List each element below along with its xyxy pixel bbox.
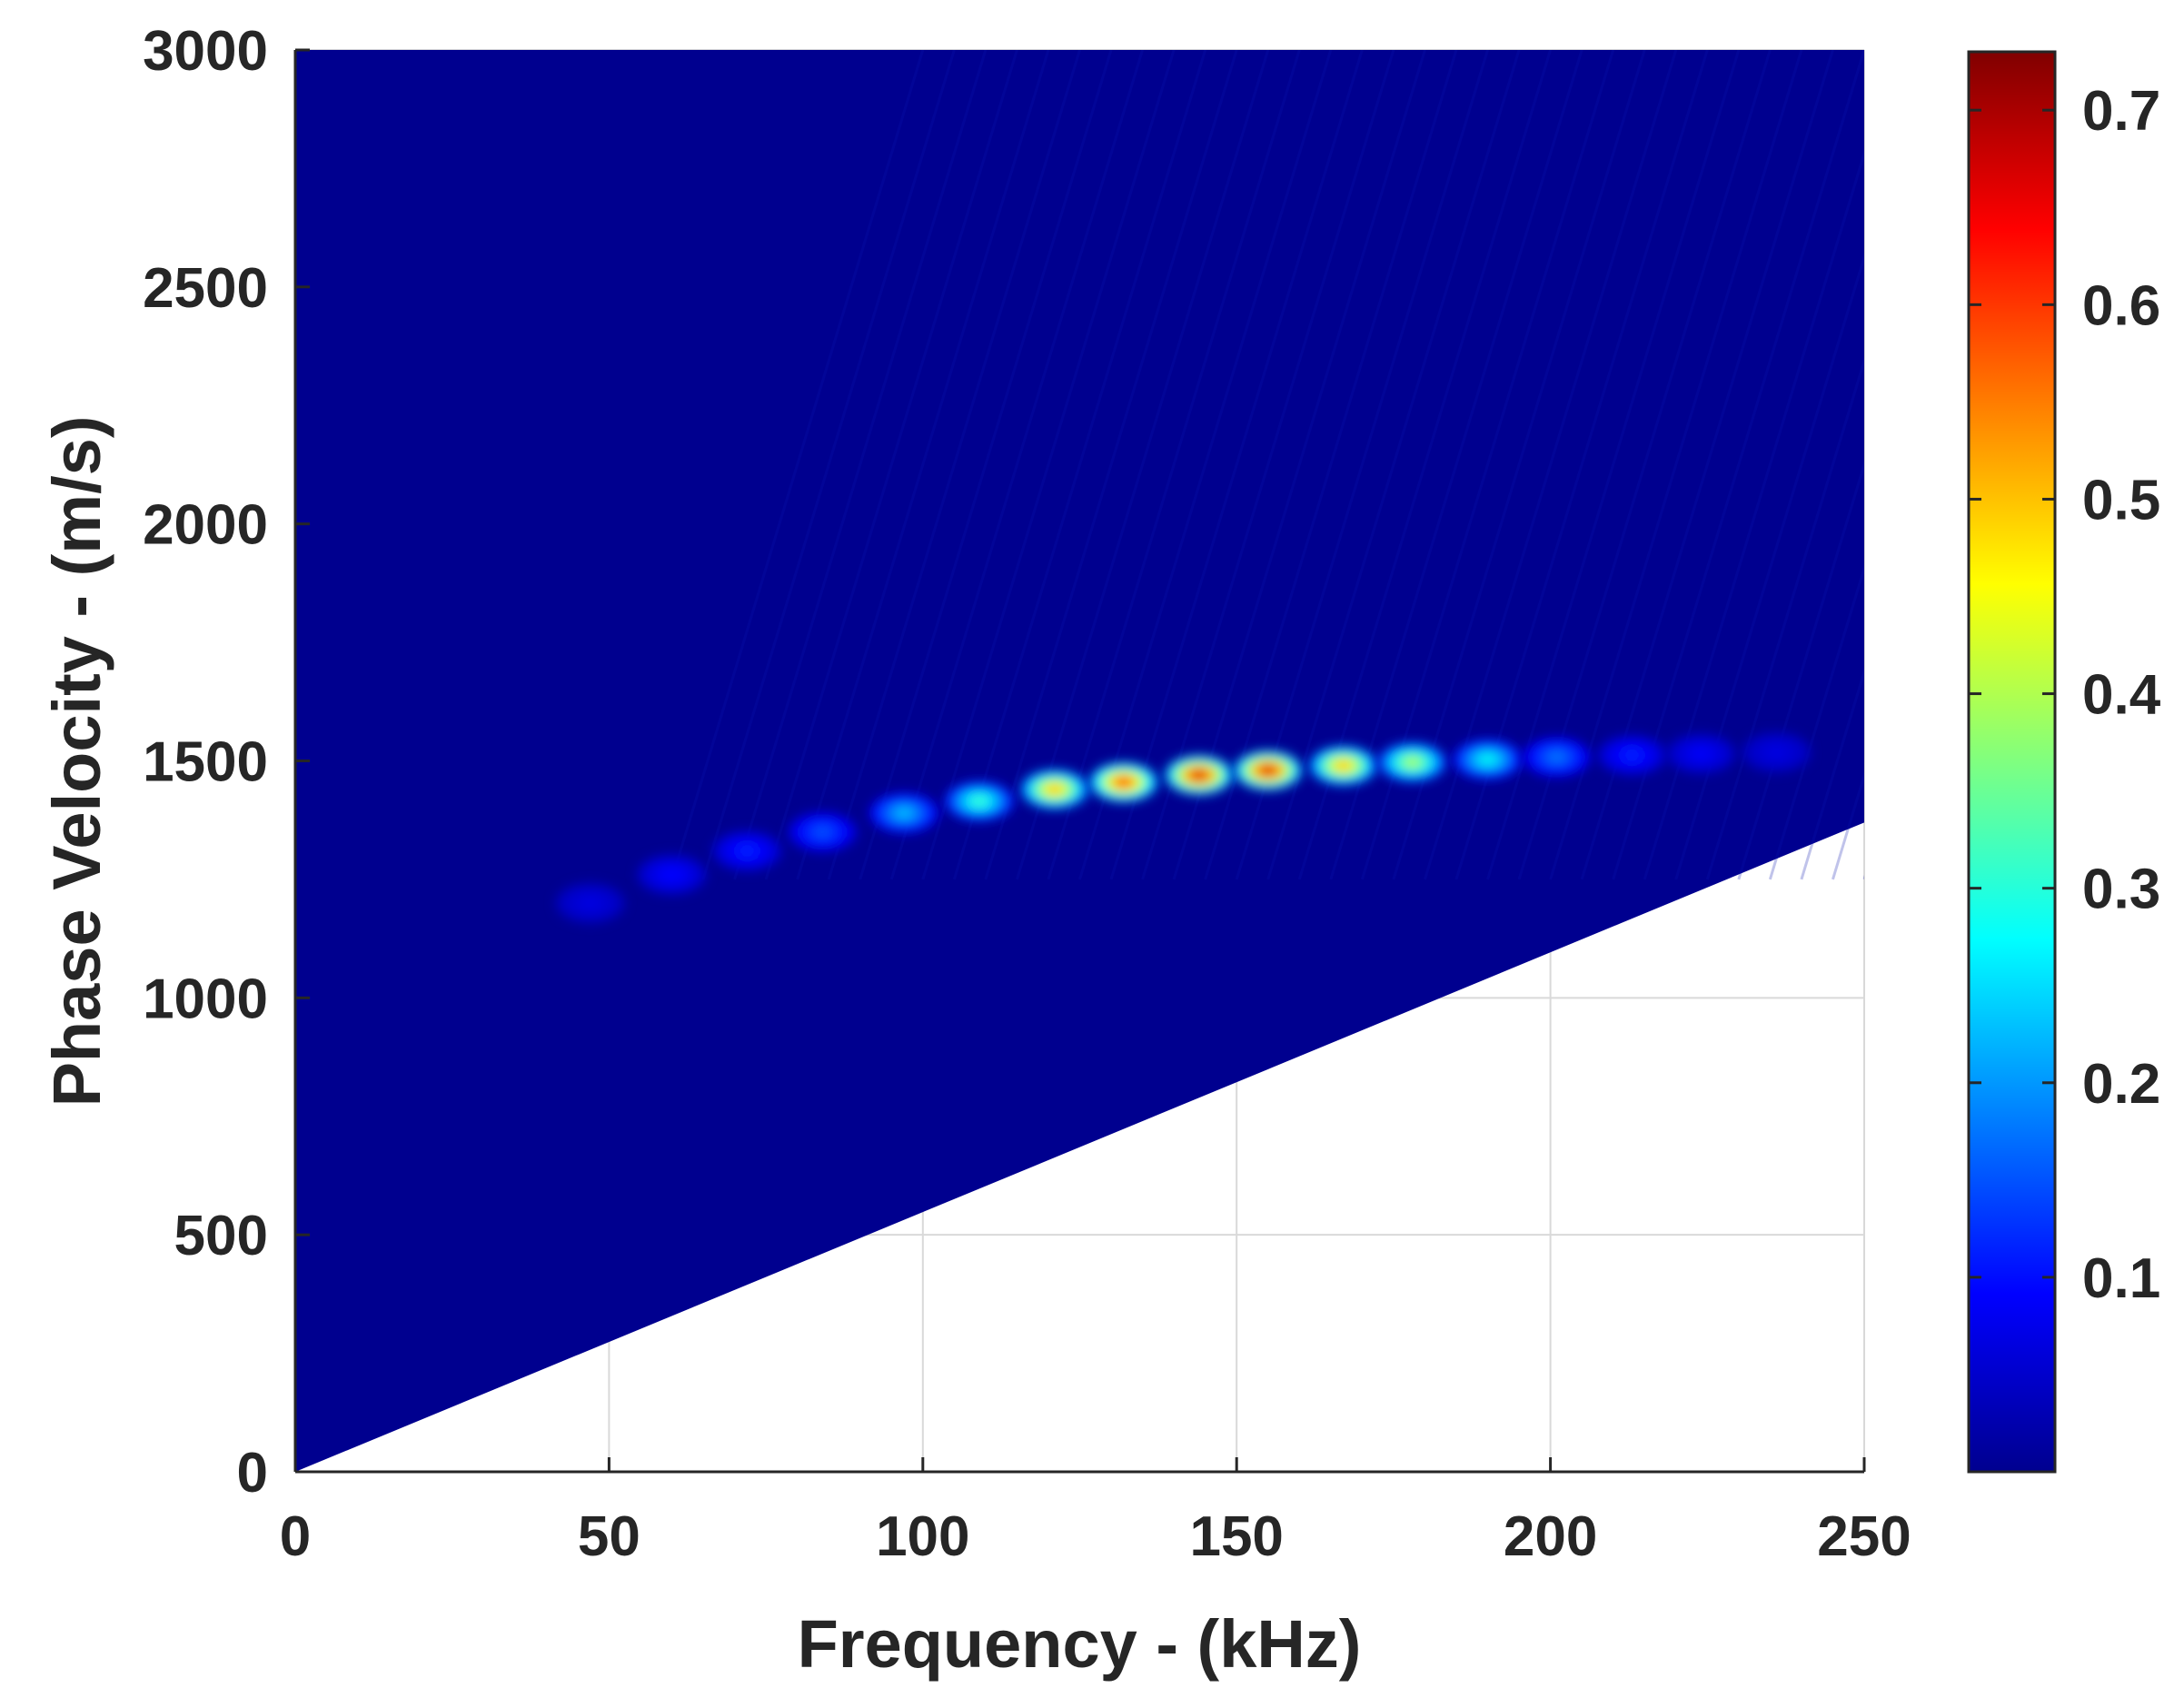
peak-contour: [1551, 753, 1563, 760]
peak-blob: [1453, 739, 1523, 780]
peak-contour: [741, 847, 753, 855]
streak-line: [827, 50, 1081, 880]
y-tick-label: 2500: [143, 257, 268, 320]
streak-line: [1204, 50, 1458, 880]
peak-contour: [1337, 762, 1349, 770]
streak-line: [1141, 50, 1395, 880]
colorbar-tick-label: 0.1: [2082, 1247, 2160, 1310]
peak-layer: [555, 732, 1812, 923]
streak-line: [1297, 50, 1553, 880]
streak-line: [1360, 50, 1615, 880]
streak-line: [1266, 50, 1521, 880]
heatmap-region: [295, 50, 1864, 1472]
colorbar-tick-label: 0.4: [2082, 664, 2161, 727]
peak-contour: [1482, 756, 1494, 763]
peak-contour: [584, 899, 597, 907]
peak-blob: [869, 792, 939, 833]
streak-line: [1768, 563, 1864, 880]
peak-contour: [898, 809, 910, 817]
peak-contour: [1695, 750, 1707, 758]
streak-line: [1549, 50, 1803, 880]
x-tick-label: 200: [1504, 1505, 1597, 1568]
streak-line: [733, 50, 988, 880]
streak-line: [921, 50, 1176, 880]
peak-contour: [1406, 759, 1418, 766]
y-tick-label: 3000: [143, 20, 268, 83]
streak-line: [1047, 50, 1301, 880]
peak-blob: [788, 811, 858, 852]
x-axis-ticks: 0 50 100 150 200 250: [280, 1457, 1911, 1568]
peak-contour: [1117, 779, 1130, 786]
streak-line: [670, 50, 925, 880]
peak-contour: [1193, 771, 1206, 779]
faint-streaks: [670, 50, 1864, 880]
peak-blob: [1088, 761, 1158, 802]
colorbar-tick-label: 0.3: [2082, 859, 2160, 921]
streak-line: [1800, 667, 1864, 880]
peak-blob: [1666, 733, 1736, 774]
peak-blob: [1164, 755, 1234, 796]
colorbar-tick-label: 0.7: [2082, 80, 2160, 143]
peak-contour: [1048, 786, 1061, 793]
streak-line: [1015, 50, 1270, 880]
streak-line: [984, 50, 1238, 880]
peak-contour: [973, 798, 986, 805]
streak-line: [952, 50, 1207, 880]
streak-line: [1172, 50, 1426, 880]
y-tick-label: 1000: [143, 968, 268, 1030]
y-tick-label: 500: [174, 1205, 268, 1267]
streak-line: [1109, 50, 1364, 880]
y-tick-label: 0: [237, 1442, 268, 1504]
peak-blob: [1742, 732, 1812, 773]
peak-contour: [816, 829, 829, 836]
y-axis-label: Phase Velocity - (m/s): [39, 416, 114, 1107]
colorbar-gradient: [1967, 50, 2057, 1474]
peak-contour: [666, 871, 678, 879]
peak-blob: [944, 780, 1014, 821]
colorbar-tick-label: 0.5: [2082, 469, 2160, 531]
x-tick-label: 150: [1189, 1505, 1283, 1568]
peak-blob: [637, 854, 707, 895]
y-tick-label: 2000: [143, 494, 268, 557]
streak-line: [1486, 50, 1741, 880]
streak-line: [1329, 50, 1583, 880]
x-tick-label: 0: [280, 1505, 311, 1568]
y-axis-ticks: 0 500 1000 1500 2000 2500 3000: [143, 20, 310, 1504]
colorbar-tick-label: 0.6: [2082, 274, 2160, 337]
x-tick-label: 250: [1817, 1505, 1911, 1568]
streak-line: [889, 50, 1145, 880]
streak-line: [859, 50, 1113, 880]
y-tick-label: 1500: [143, 731, 268, 794]
x-axis-label: Frequency - (kHz): [798, 1606, 1362, 1682]
colorbar-tick-label: 0.2: [2082, 1053, 2160, 1116]
colorbar-ticks: 0.1 0.2 0.3 0.4 0.5 0.6 0.7: [1969, 80, 2161, 1310]
x-tick-label: 100: [876, 1505, 969, 1568]
peak-contour: [1262, 767, 1275, 774]
x-tick-label: 50: [578, 1505, 640, 1568]
peak-contour: [1770, 749, 1782, 756]
streak-line: [764, 50, 1018, 880]
peak-blob: [1377, 742, 1447, 783]
streak-line: [701, 50, 956, 880]
peak-contour: [1626, 751, 1638, 759]
streak-line: [1235, 50, 1489, 880]
peak-blob: [1522, 737, 1592, 778]
peak-blob: [712, 830, 782, 871]
streak-line: [1424, 50, 1678, 880]
peak-blob: [1308, 745, 1378, 786]
peak-blob: [1019, 769, 1089, 809]
peak-blob: [1597, 735, 1667, 776]
streak-line: [1078, 50, 1333, 880]
peak-blob: [1233, 750, 1303, 790]
streak-line: [796, 50, 1050, 880]
colorbar: 0.1 0.2 0.3 0.4 0.5 0.6 0.7: [1967, 50, 2161, 1474]
peak-blob: [555, 883, 625, 923]
streak-line: [1392, 50, 1646, 880]
